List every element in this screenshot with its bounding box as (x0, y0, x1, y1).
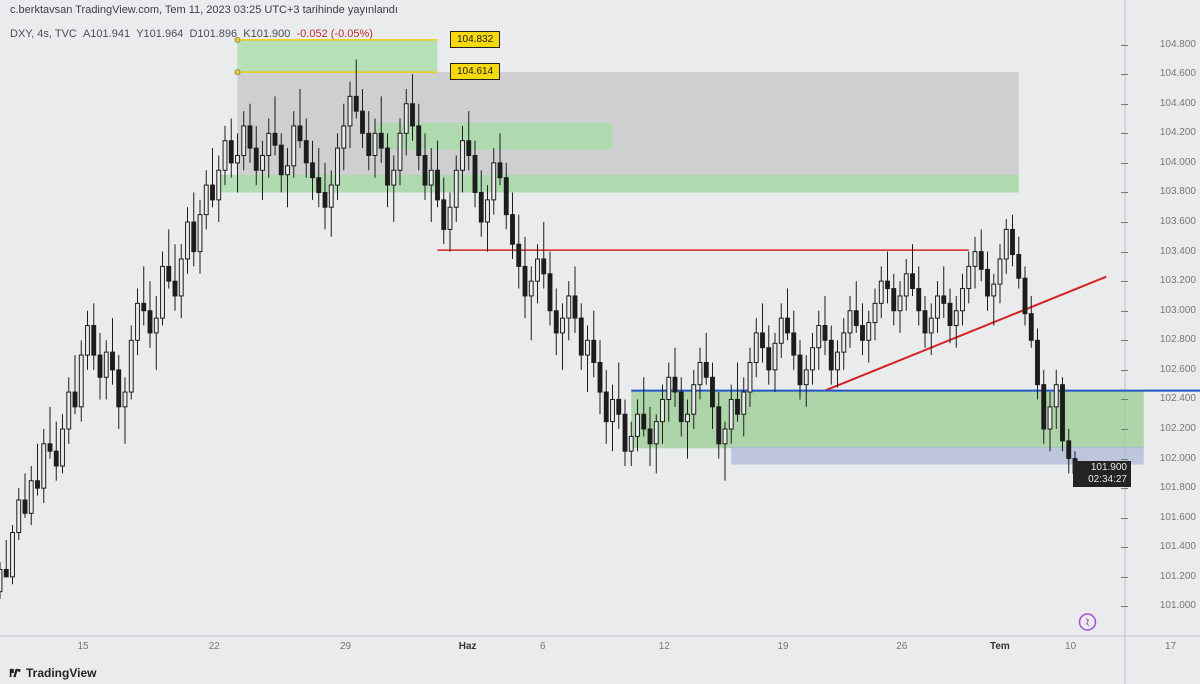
x-tick: 17 (1165, 641, 1176, 652)
y-tick: 101.000 (1160, 600, 1196, 611)
current-price-tag: 101.900 02:34:27 (1073, 461, 1131, 487)
y-tick: 104.000 (1160, 157, 1196, 168)
y-tick: 101.800 (1160, 482, 1196, 493)
y-tick: 101.600 (1160, 512, 1196, 523)
price-label: 104.832 (450, 31, 500, 48)
y-tick: 104.800 (1160, 39, 1196, 50)
price-chart[interactable] (0, 0, 1200, 684)
y-tick: 102.000 (1160, 453, 1196, 464)
x-tick: 19 (778, 641, 789, 652)
x-tick: Haz (459, 641, 477, 652)
y-tick: 102.800 (1160, 334, 1196, 345)
y-tick: 103.800 (1160, 186, 1196, 197)
y-tick: 102.400 (1160, 393, 1196, 404)
tradingview-icon (8, 666, 22, 680)
y-tick: 102.600 (1160, 364, 1196, 375)
x-tick: 26 (896, 641, 907, 652)
y-tick: 104.600 (1160, 68, 1196, 79)
price-label: 104.614 (450, 63, 500, 80)
brand-text: TradingView (26, 666, 96, 680)
x-tick: 6 (540, 641, 546, 652)
x-tick: 29 (340, 641, 351, 652)
y-tick: 103.400 (1160, 246, 1196, 257)
x-tick: 22 (209, 641, 220, 652)
y-tick: 103.200 (1160, 275, 1196, 286)
y-tick: 102.200 (1160, 423, 1196, 434)
x-tick: 12 (659, 641, 670, 652)
price-countdown: 02:34:27 (1077, 474, 1127, 486)
y-tick: 103.600 (1160, 216, 1196, 227)
y-tick: 103.000 (1160, 305, 1196, 316)
y-tick: 104.200 (1160, 127, 1196, 138)
x-tick: 15 (78, 641, 89, 652)
x-tick: Tem (990, 641, 1010, 652)
price-value: 101.900 (1077, 462, 1127, 474)
x-tick: 10 (1065, 641, 1076, 652)
y-tick: 104.400 (1160, 98, 1196, 109)
branding: TradingView (8, 666, 96, 680)
y-tick: 101.200 (1160, 571, 1196, 582)
y-tick: 101.400 (1160, 541, 1196, 552)
